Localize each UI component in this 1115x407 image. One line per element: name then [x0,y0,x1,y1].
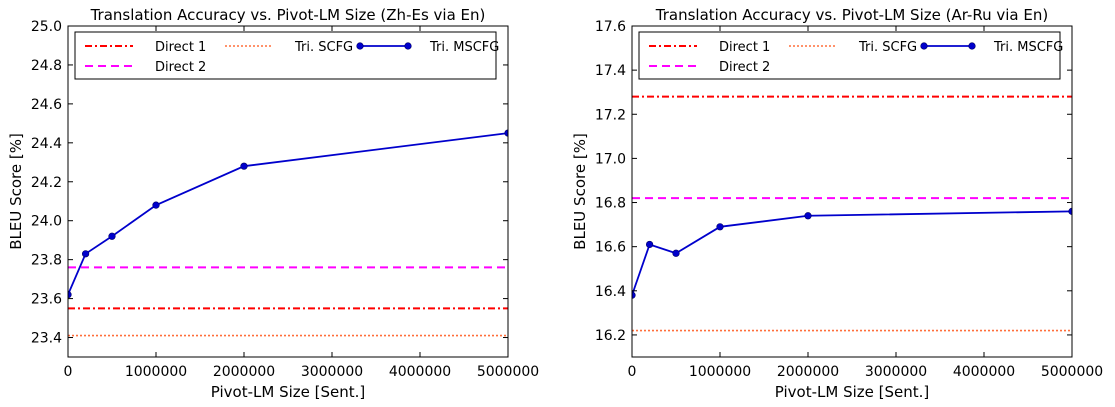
legend-tri-mscfg-handle [920,42,976,50]
chart-title: Translation Accuracy vs. Pivot-LM Size (… [90,6,486,24]
y-tick-label: 17.6 [595,19,626,35]
plot-frame [631,25,1073,358]
series-tri-mscfg-point [81,250,90,258]
y-tick-label: 25.0 [31,19,62,35]
x-tick-label: 3000000 [301,364,363,380]
chart-panel-1: 0 1000000 2000000 3000000 4000000 5000000 23.4… [7,6,539,401]
series-tri-mscfg-point [804,212,812,220]
x-tick-label: 3000000 [865,364,927,380]
series-tri-mscfg-point [645,240,654,249]
series-tri-mscfg-point [108,232,116,240]
plot-area [632,95,1072,332]
x-tick-label: 5000000 [1041,364,1103,380]
legend-direct-2-label: Direct 2 [719,60,770,75]
x-tick-label: 5000000 [477,364,539,380]
x-tick-label: 2000000 [777,364,839,380]
y-axis-label: BLEU Score [%] [571,133,589,250]
y-tick-label: 24.8 [31,58,62,74]
y-tick-label: 16.2 [595,328,626,344]
y-tick-label: 17.0 [595,151,626,167]
chart-title: Translation Accuracy vs. Pivot-LM Size (… [655,6,1048,24]
legend-direct-1-label: Direct 1 [719,40,770,55]
series-tri-mscfg-point [152,201,160,209]
series-tri-mscfg-point [240,162,248,170]
series-tri-mscfg-point [672,249,680,257]
y-tick-label: 16.8 [595,196,626,212]
plot-frame [67,25,509,358]
x-axis-label: Pivot-LM Size [Sent.] [775,383,929,401]
legend: Direct 1 Direct 2 Tri. SCFG Tri. MSCFG [74,31,499,80]
legend-tri-scfg-label: Tri. SCFG [294,40,353,55]
legend-tri-mscfg-label: Tri. MSCFG [993,40,1063,55]
legend-tri-mscfg-handle [356,42,412,50]
y-tick-label: 17.4 [595,63,626,79]
chart-panel-2: 0 1000000 2000000 3000000 4000000 5000000 16.2… [571,6,1103,401]
series-tri-mscfg-line [68,132,508,296]
legend-box [74,31,497,80]
y-tick-label: 24.2 [31,175,62,191]
y-tick-label: 24.4 [31,136,62,152]
y-tick-label: 23.8 [31,253,62,269]
y-tick-label: 24.6 [31,97,62,113]
series-tri-mscfg-point [716,223,724,231]
series-tri-mscfg-point [68,291,72,299]
y-tick-label: 24.0 [31,214,62,230]
x-tick-label: 4000000 [953,364,1015,380]
series-tri-mscfg-line [632,210,1072,296]
y-tick-label: 17.2 [595,107,626,123]
x-tick-label: 2000000 [213,364,275,380]
y-tick-label: 23.4 [31,331,62,347]
legend-tri-mscfg-label: Tri. MSCFG [429,40,499,55]
x-tick-label: 0 [628,364,637,380]
series-tri-mscfg-point [504,129,508,137]
legend-direct-1-label: Direct 1 [155,40,206,55]
legend-box [638,31,1061,80]
y-tick-label: 16.4 [595,284,626,300]
x-tick-label: 4000000 [389,364,451,380]
x-axis-label: Pivot-LM Size [Sent.] [211,383,365,401]
x-tick-label: 0 [64,364,73,380]
legend-tri-scfg-label: Tri. SCFG [858,40,917,55]
y-tick-label: 16.6 [595,240,626,256]
plot-area [68,129,508,337]
legend: Direct 1 Direct 2 Tri. SCFG Tri. MSCFG [638,31,1063,80]
y-tick-label: 23.6 [31,292,62,308]
x-tick-label: 1000000 [689,364,751,380]
y-axis-label: BLEU Score [%] [7,133,25,250]
x-tick-label: 1000000 [125,364,187,380]
legend-direct-2-label: Direct 2 [155,60,206,75]
